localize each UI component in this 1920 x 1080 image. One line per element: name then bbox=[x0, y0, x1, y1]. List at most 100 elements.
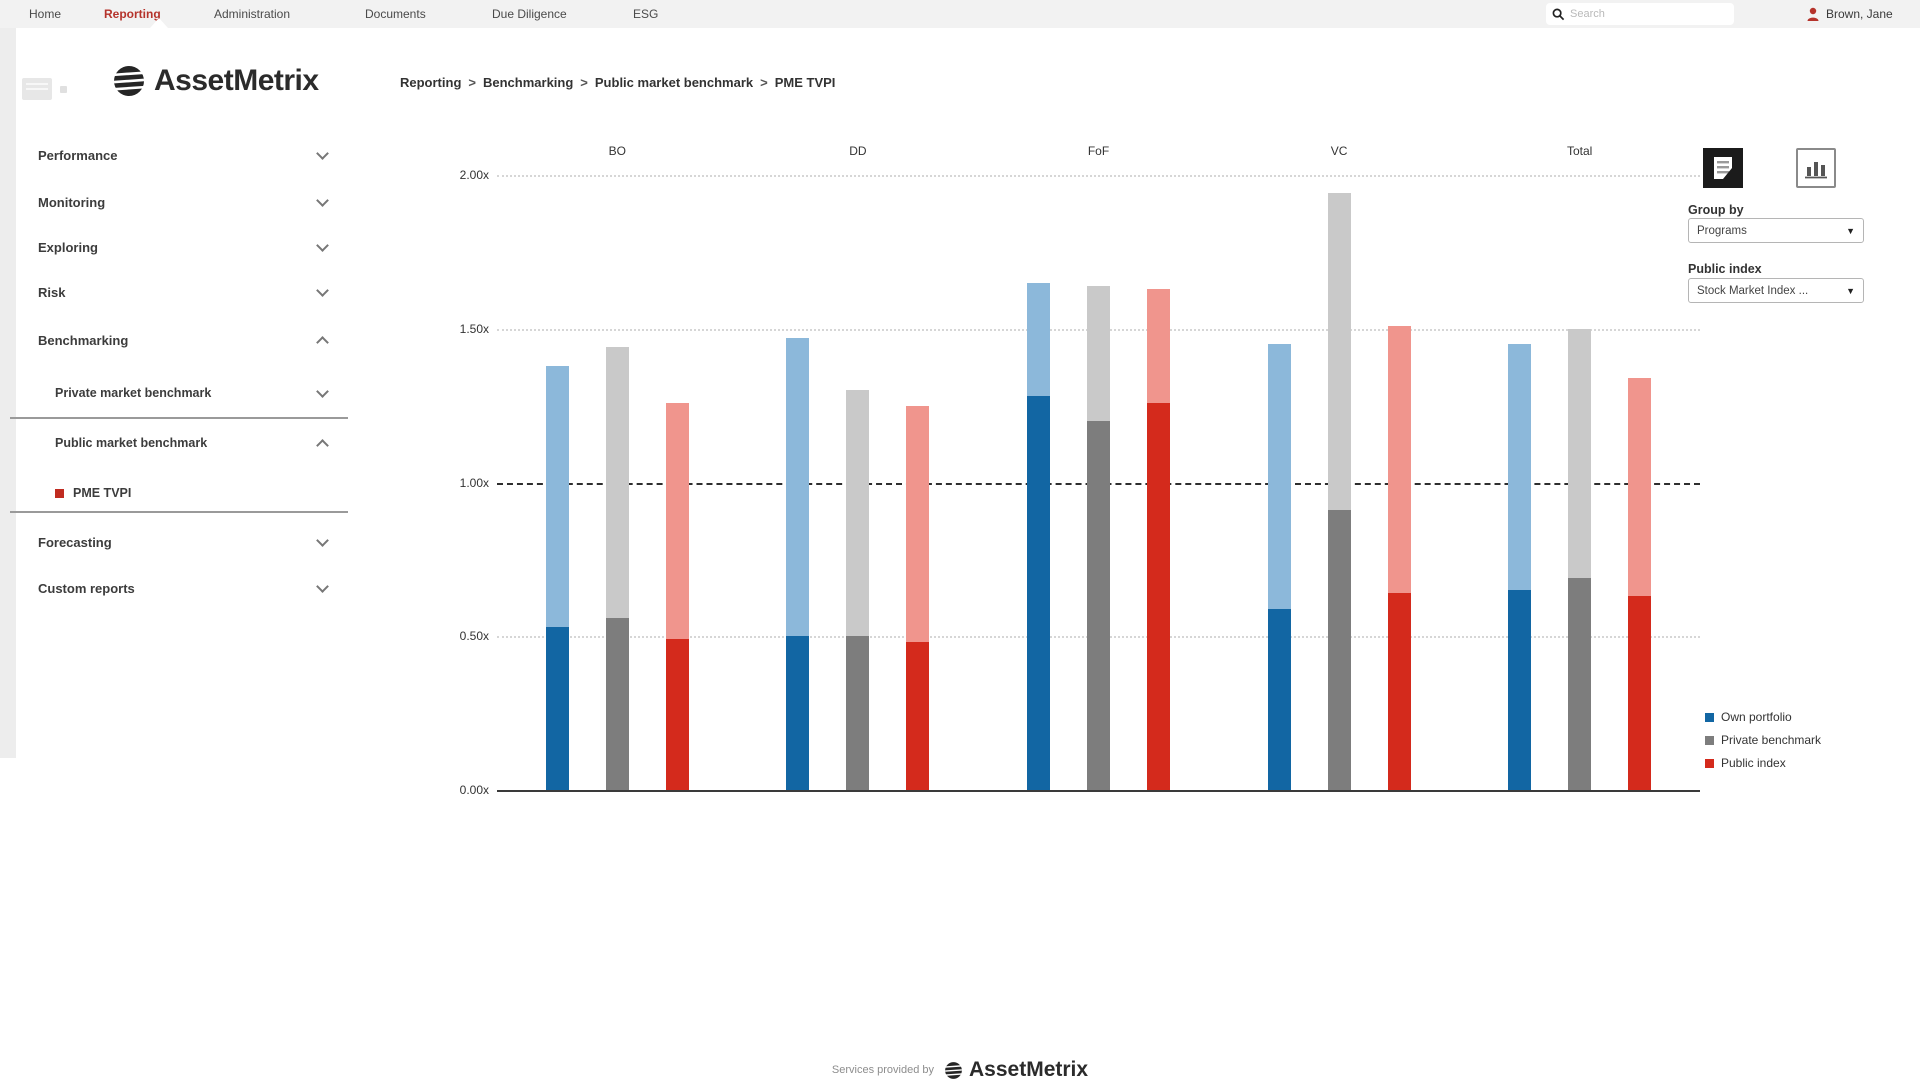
bar-segment-upper bbox=[1568, 328, 1592, 578]
breadcrumb-separator: > bbox=[760, 75, 768, 90]
bar-segment-upper bbox=[1387, 325, 1411, 594]
nav-item-reporting[interactable]: Reporting bbox=[104, 7, 161, 21]
bar-segment-upper bbox=[605, 347, 629, 618]
bar-fof-private-benchmark[interactable] bbox=[1087, 285, 1110, 790]
category-label-bo: BO bbox=[608, 144, 626, 158]
category-label-total: Total bbox=[1567, 144, 1593, 158]
user-icon bbox=[1807, 7, 1819, 21]
sidebar-item-risk[interactable]: Risk bbox=[0, 278, 345, 306]
bar-bo-own-portfolio[interactable] bbox=[545, 365, 569, 790]
sidebar-item-benchmarking[interactable]: Benchmarking bbox=[0, 326, 345, 354]
bar-segment-upper bbox=[1267, 344, 1291, 609]
bar-dd-own-portfolio[interactable] bbox=[786, 337, 810, 790]
sidebar-item-forecasting[interactable]: Forecasting bbox=[0, 528, 345, 556]
bar-vc-private-benchmark[interactable] bbox=[1327, 193, 1351, 790]
legend-item-public-index: Public index bbox=[1705, 756, 1821, 770]
bar-dd-private-benchmark[interactable] bbox=[846, 390, 870, 790]
bar-segment-lower bbox=[786, 636, 810, 790]
search-icon bbox=[1552, 8, 1565, 20]
bar-dd-public-index[interactable] bbox=[906, 405, 930, 790]
sidebar-item-performance[interactable]: Performance bbox=[0, 141, 345, 169]
footer-brand: AssetMetrix bbox=[944, 1058, 1088, 1080]
chevron-down-icon bbox=[316, 283, 329, 297]
nav-item-administration[interactable]: Administration bbox=[214, 7, 291, 21]
bar-fof-own-portfolio[interactable] bbox=[1027, 282, 1050, 790]
assetmetrix-globe-icon bbox=[944, 1061, 963, 1079]
sidebar-divider bbox=[10, 511, 348, 513]
y-axis-tick-label: 1.00x bbox=[459, 475, 489, 490]
breadcrumb-item[interactable]: Benchmarking bbox=[482, 75, 574, 90]
bar-segment-upper bbox=[545, 365, 569, 628]
report-view-icon bbox=[1714, 157, 1732, 179]
public-index-select[interactable]: Stock Market Index ... ▼ bbox=[1688, 278, 1864, 303]
bar-segment-upper bbox=[906, 405, 930, 643]
bar-segment-lower bbox=[846, 636, 870, 790]
sidebar-divider bbox=[10, 417, 348, 419]
chevron-down-icon bbox=[316, 146, 329, 160]
search-box[interactable] bbox=[1546, 3, 1734, 25]
bar-segment-lower bbox=[1628, 596, 1652, 790]
bar-segment-lower bbox=[1568, 577, 1592, 790]
chart-view-button[interactable] bbox=[1796, 148, 1836, 188]
bar-segment-upper bbox=[1087, 285, 1110, 421]
bar-vc-public-index[interactable] bbox=[1387, 325, 1411, 790]
bar-segment-upper bbox=[1147, 288, 1170, 403]
breadcrumb: Reporting > Benchmarking > Public market… bbox=[400, 75, 835, 90]
nav-item-documents[interactable]: Documents bbox=[365, 7, 426, 21]
category-label-vc: VC bbox=[1330, 144, 1348, 158]
bar-segment-upper bbox=[846, 390, 870, 637]
gridline bbox=[497, 175, 1700, 177]
bar-segment-lower bbox=[665, 639, 689, 790]
nav-item-due-diligence[interactable]: Due Diligence bbox=[492, 7, 567, 21]
y-axis-tick-label: 0.00x bbox=[459, 783, 489, 797]
bar-segment-upper bbox=[1327, 193, 1351, 511]
bar-segment-upper bbox=[1027, 282, 1050, 397]
chevron-up-icon bbox=[316, 335, 329, 349]
bar-chart-icon bbox=[1805, 162, 1827, 179]
bar-total-own-portfolio[interactable] bbox=[1508, 344, 1532, 790]
footer: Services provided by AssetMetrix bbox=[0, 1058, 1920, 1080]
bar-bo-private-benchmark[interactable] bbox=[605, 347, 629, 790]
dropdown-arrow-icon: ▼ bbox=[1846, 225, 1855, 236]
bar-segment-lower bbox=[906, 642, 930, 790]
bar-segment-lower bbox=[545, 627, 569, 790]
breadcrumb-item[interactable]: Reporting bbox=[400, 75, 462, 90]
report-view-button[interactable] bbox=[1703, 148, 1743, 188]
bar-segment-lower bbox=[1387, 593, 1411, 790]
legend-item-private-benchmark: Private benchmark bbox=[1705, 733, 1821, 747]
group-by-label: Group by bbox=[1688, 203, 1744, 217]
collapse-menu-icon[interactable] bbox=[22, 78, 52, 100]
bar-total-public-index[interactable] bbox=[1628, 377, 1652, 790]
search-input[interactable] bbox=[1570, 8, 1720, 20]
legend-swatch-icon bbox=[1705, 735, 1714, 745]
brand-logo[interactable]: AssetMetrix bbox=[112, 64, 319, 98]
bar-fof-public-index[interactable] bbox=[1147, 288, 1170, 790]
sidebar-item-exploring[interactable]: Exploring bbox=[0, 233, 345, 261]
legend-label: Public index bbox=[1721, 756, 1786, 770]
active-item-bullet-icon bbox=[55, 488, 64, 498]
nav-item-home[interactable]: Home bbox=[29, 7, 62, 21]
breadcrumb-item-current: PME TVPI bbox=[774, 75, 836, 90]
sidebar-item-monitoring[interactable]: Monitoring bbox=[0, 188, 345, 216]
sidebar-item-custom-reports[interactable]: Custom reports bbox=[0, 574, 345, 602]
breadcrumb-item[interactable]: Public market benchmark bbox=[594, 75, 754, 90]
user-name: Brown, Jane bbox=[1826, 7, 1893, 21]
gridline bbox=[497, 790, 1700, 792]
footer-text: Services provided by bbox=[831, 1064, 935, 1076]
nav-item-esg[interactable]: ESG bbox=[633, 7, 659, 21]
bar-bo-public-index[interactable] bbox=[665, 402, 689, 790]
sidebar-item-pme-tvpi[interactable]: PME TVPI bbox=[0, 479, 345, 507]
user-menu[interactable]: Brown, Jane bbox=[1806, 0, 1893, 28]
bar-segment-lower bbox=[1027, 396, 1050, 790]
sidebar-item-public-market-benchmark[interactable]: Public market benchmark bbox=[0, 429, 345, 457]
bar-vc-own-portfolio[interactable] bbox=[1267, 344, 1291, 790]
bar-total-private-benchmark[interactable] bbox=[1568, 328, 1592, 790]
active-nav-indicator bbox=[150, 18, 168, 28]
dropdown-arrow-icon: ▼ bbox=[1846, 285, 1855, 296]
sidebar-item-private-market-benchmark[interactable]: Private market benchmark bbox=[0, 379, 345, 407]
group-by-select[interactable]: Programs ▼ bbox=[1688, 218, 1864, 243]
y-axis-tick-label: 1.50x bbox=[459, 321, 489, 336]
bar-segment-upper bbox=[1628, 377, 1652, 597]
